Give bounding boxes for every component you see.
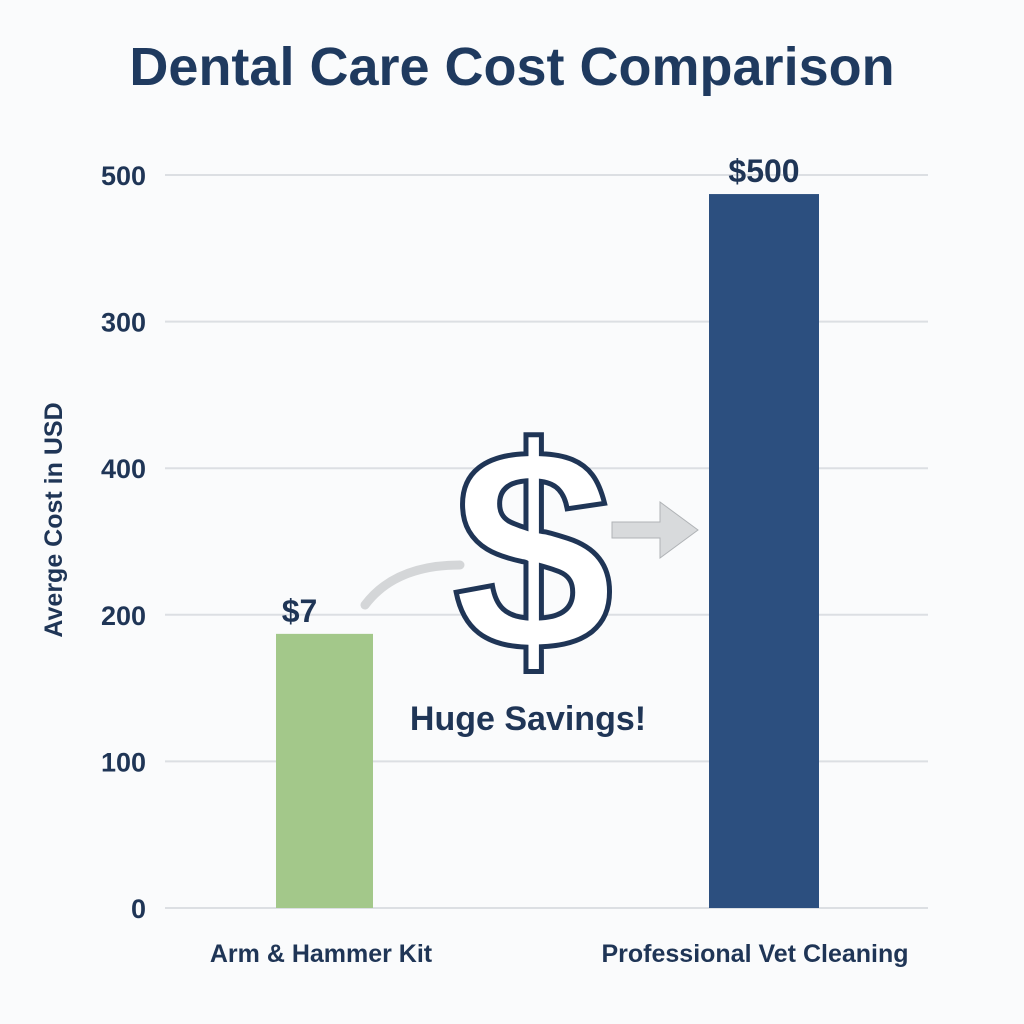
- y-tick-label: 400: [101, 454, 146, 484]
- bar-0: [276, 633, 373, 908]
- chart-title: Dental Care Cost Comparison: [129, 37, 895, 97]
- annotation-text: Huge Savings!: [410, 700, 646, 738]
- x-tick-label: Arm & Hammer Kit: [210, 940, 433, 968]
- y-tick-label: 0: [131, 894, 146, 924]
- y-tick-label: 100: [101, 747, 146, 777]
- arrow-right-icon: [611, 501, 699, 559]
- y-tick-label: 200: [101, 601, 146, 631]
- bar-1: [709, 194, 819, 909]
- y-tick-label: 500: [101, 161, 146, 191]
- y-tick-label: 300: [101, 308, 146, 338]
- curve-connector: [360, 560, 465, 610]
- x-tick-label: Professional Vet Cleaning: [601, 940, 908, 968]
- data-label: $7: [282, 593, 318, 629]
- dollar-sign-icon: $: [452, 388, 613, 712]
- y-axis-label: Averge Cost in USD: [40, 402, 68, 637]
- data-label: $500: [728, 153, 799, 189]
